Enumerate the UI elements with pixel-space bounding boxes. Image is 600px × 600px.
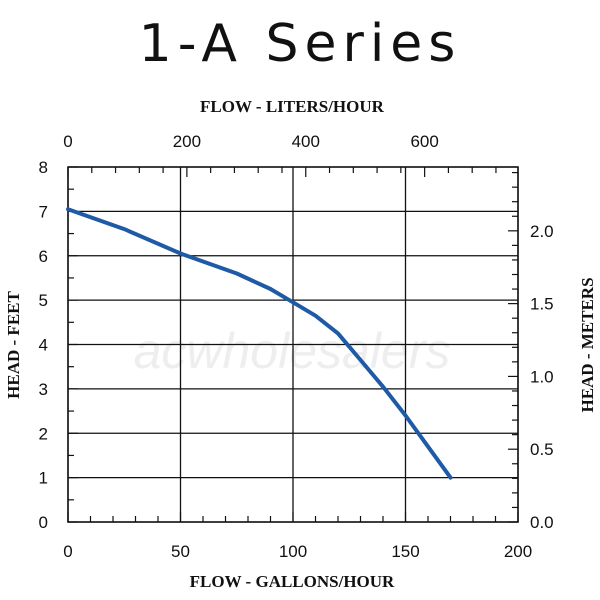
y-tick-label: 7: [39, 202, 48, 221]
chart-title: 1-A Series: [138, 14, 462, 74]
axis-ticks: [67, 166, 519, 523]
grid-lines: [67, 166, 519, 523]
y2-tick-label: 1.5: [530, 295, 554, 314]
y2-tick-label: 2.0: [530, 222, 554, 241]
y2-axis-label: HEAD - METERS: [578, 277, 597, 412]
y-tick-label: 3: [39, 380, 48, 399]
series-layer: [66, 207, 453, 480]
watermark-text: acwholesalers: [134, 323, 451, 379]
x2-axis-label: FLOW - LITERS/HOUR: [200, 97, 385, 116]
x2-tick-label: 200: [173, 132, 201, 151]
x-tick-label: 0: [63, 542, 72, 561]
y2-tick-label: 0.0: [530, 513, 554, 532]
x2-tick-label: 0: [63, 132, 72, 151]
y-tick-label: 0: [39, 513, 48, 532]
y2-tick-label: 1.0: [530, 367, 554, 386]
y-tick-label: 8: [39, 158, 48, 177]
y-tick-label: 2: [39, 424, 48, 443]
x2-tick-label: 400: [292, 132, 320, 151]
x-tick-label: 150: [391, 542, 419, 561]
x-axis-label: FLOW - GALLONS/HOUR: [190, 572, 395, 591]
x-tick-label: 100: [279, 542, 307, 561]
y-tick-label: 4: [39, 336, 48, 355]
x-tick-label: 50: [171, 542, 190, 561]
x-tick-label: 200: [504, 542, 532, 561]
y-tick-label: 5: [39, 291, 48, 310]
y-tick-label: 6: [39, 247, 48, 266]
x2-tick-label: 600: [410, 132, 438, 151]
y-tick-label: 1: [39, 469, 48, 488]
series-line: [66, 207, 453, 480]
y2-tick-label: 0.5: [530, 440, 554, 459]
y-axis-label: HEAD - FEET: [4, 291, 23, 399]
